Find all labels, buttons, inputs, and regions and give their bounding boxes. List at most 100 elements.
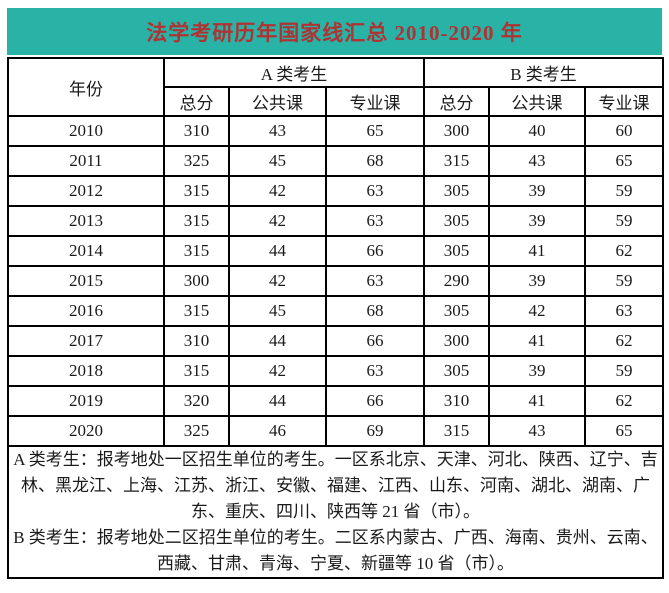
group-b-header: B 类考生 xyxy=(423,57,665,88)
score-cell: 62 xyxy=(584,235,665,267)
score-cell: 45 xyxy=(228,145,327,177)
score-cell: 305 xyxy=(423,295,491,327)
score-cell: 315 xyxy=(423,145,491,177)
score-cell: 66 xyxy=(324,235,426,267)
group-header-row: 年份 A 类考生 B 类考生 xyxy=(7,57,665,117)
score-cell: 300 xyxy=(163,265,230,297)
notes-row: A 类考生：报考地处一区招生单位的考生。一区系北京、天津、河北、陕西、辽宁、吉林… xyxy=(6,445,665,579)
national-line-table: 年份 A 类考生 B 类考生 总分 公共课 专业课 总分 公共课 专业课 201… xyxy=(6,57,665,579)
notes-cell: A 类考生：报考地处一区招生单位的考生。一区系北京、天津、河北、陕西、辽宁、吉林… xyxy=(6,445,665,579)
year-cell: 2014 xyxy=(7,235,165,267)
table-row: 2012 315 42 63 305 39 59 xyxy=(7,175,665,207)
score-cell: 39 xyxy=(488,265,587,297)
score-cell: 315 xyxy=(163,205,230,237)
year-cell: 2010 xyxy=(7,115,165,147)
note-class-b: B 类考生：报考地处二区招生单位的考生。二区系内蒙古、广西、海南、贵州、云南、西… xyxy=(13,528,658,573)
score-cell: 63 xyxy=(324,355,426,387)
score-cell: 39 xyxy=(488,175,587,207)
score-cell: 42 xyxy=(228,175,327,207)
score-cell: 315 xyxy=(163,355,230,387)
score-cell: 63 xyxy=(324,265,426,297)
score-cell: 44 xyxy=(228,235,327,267)
year-cell: 2015 xyxy=(7,265,165,297)
score-cell: 325 xyxy=(163,145,230,177)
score-cell: 315 xyxy=(423,415,491,447)
score-cell: 44 xyxy=(228,385,327,417)
score-cell: 41 xyxy=(488,385,587,417)
page-title: 法学考研历年国家线汇总 2010-2020 年 xyxy=(146,20,523,45)
score-cell: 300 xyxy=(423,325,491,357)
a-major-header: 专业课 xyxy=(324,86,426,117)
score-cell: 305 xyxy=(423,235,491,267)
table-row: 2015 300 42 63 290 39 59 xyxy=(7,265,665,297)
score-cell: 65 xyxy=(584,415,665,447)
score-cell: 43 xyxy=(488,415,587,447)
a-public-header: 公共课 xyxy=(228,86,327,117)
score-cell: 315 xyxy=(163,235,230,267)
score-cell: 62 xyxy=(584,325,665,357)
score-cell: 310 xyxy=(423,385,491,417)
score-cell: 65 xyxy=(324,115,426,147)
score-cell: 68 xyxy=(324,295,426,327)
score-cell: 63 xyxy=(324,205,426,237)
score-cell: 42 xyxy=(228,355,327,387)
table-row: 2020 325 46 69 315 43 65 xyxy=(7,415,665,447)
score-cell: 63 xyxy=(324,175,426,207)
score-cell: 66 xyxy=(324,325,426,357)
score-cell: 40 xyxy=(488,115,587,147)
year-cell: 2011 xyxy=(7,145,165,177)
table-row: 2013 315 42 63 305 39 59 xyxy=(7,205,665,237)
score-cell: 300 xyxy=(423,115,491,147)
score-cell: 315 xyxy=(163,295,230,327)
year-cell: 2019 xyxy=(7,385,165,417)
table-row: 2011 325 45 68 315 43 65 xyxy=(7,145,665,177)
table-header: 年份 A 类考生 B 类考生 总分 公共课 专业课 总分 公共课 专业课 xyxy=(7,57,665,117)
score-cell: 59 xyxy=(584,205,665,237)
score-cell: 60 xyxy=(584,115,665,147)
score-cell: 69 xyxy=(324,415,426,447)
score-cell: 42 xyxy=(488,295,587,327)
score-cell: 305 xyxy=(423,355,491,387)
score-cell: 66 xyxy=(324,385,426,417)
table-row: 2019 320 44 66 310 41 62 xyxy=(7,385,665,417)
score-cell: 305 xyxy=(423,175,491,207)
year-cell: 2016 xyxy=(7,295,165,327)
score-cell: 320 xyxy=(163,385,230,417)
score-cell: 43 xyxy=(488,145,587,177)
score-cell: 65 xyxy=(584,145,665,177)
score-cell: 41 xyxy=(488,235,587,267)
score-cell: 68 xyxy=(324,145,426,177)
year-column-header: 年份 xyxy=(7,57,165,117)
sub-header-row: 总分 公共课 专业课 总分 公共课 专业课 xyxy=(8,86,665,117)
score-cell: 42 xyxy=(228,265,327,297)
group-a-header: A 类考生 xyxy=(162,57,426,88)
table-row: 2017 310 44 66 300 41 62 xyxy=(7,325,665,357)
year-cell: 2012 xyxy=(7,175,165,207)
score-cell: 310 xyxy=(163,115,230,147)
score-cell: 46 xyxy=(228,415,327,447)
score-cell: 41 xyxy=(488,325,587,357)
year-cell: 2018 xyxy=(7,355,165,387)
score-cell: 39 xyxy=(488,205,587,237)
score-cell: 44 xyxy=(228,325,327,357)
score-cell: 39 xyxy=(488,355,587,387)
score-table-body: 2010 310 43 65 300 40 60 2011 325 45 68 315 43 65 2012… xyxy=(7,115,665,447)
table-row: 2016 315 45 68 305 42 63 xyxy=(7,295,665,327)
table-footer: A 类考生：报考地处一区招生单位的考生。一区系北京、天津、河北、陕西、辽宁、吉林… xyxy=(6,445,665,579)
score-cell: 325 xyxy=(163,415,230,447)
score-cell: 305 xyxy=(423,205,491,237)
title-bar: 法学考研历年国家线汇总 2010-2020 年 xyxy=(7,8,662,55)
score-cell: 59 xyxy=(584,175,665,207)
score-cell: 315 xyxy=(163,175,230,207)
score-cell: 310 xyxy=(163,325,230,357)
table-row: 2018 315 42 63 305 39 59 xyxy=(7,355,665,387)
year-cell: 2017 xyxy=(7,325,165,357)
score-cell: 290 xyxy=(423,265,491,297)
score-cell: 59 xyxy=(584,355,665,387)
year-cell: 2020 xyxy=(7,415,165,447)
note-class-a: A 类考生：报考地处一区招生单位的考生。一区系北京、天津、河北、陕西、辽宁、吉林… xyxy=(13,450,658,521)
score-cell: 45 xyxy=(228,295,327,327)
score-cell: 62 xyxy=(584,385,665,417)
score-cell: 63 xyxy=(584,295,665,327)
